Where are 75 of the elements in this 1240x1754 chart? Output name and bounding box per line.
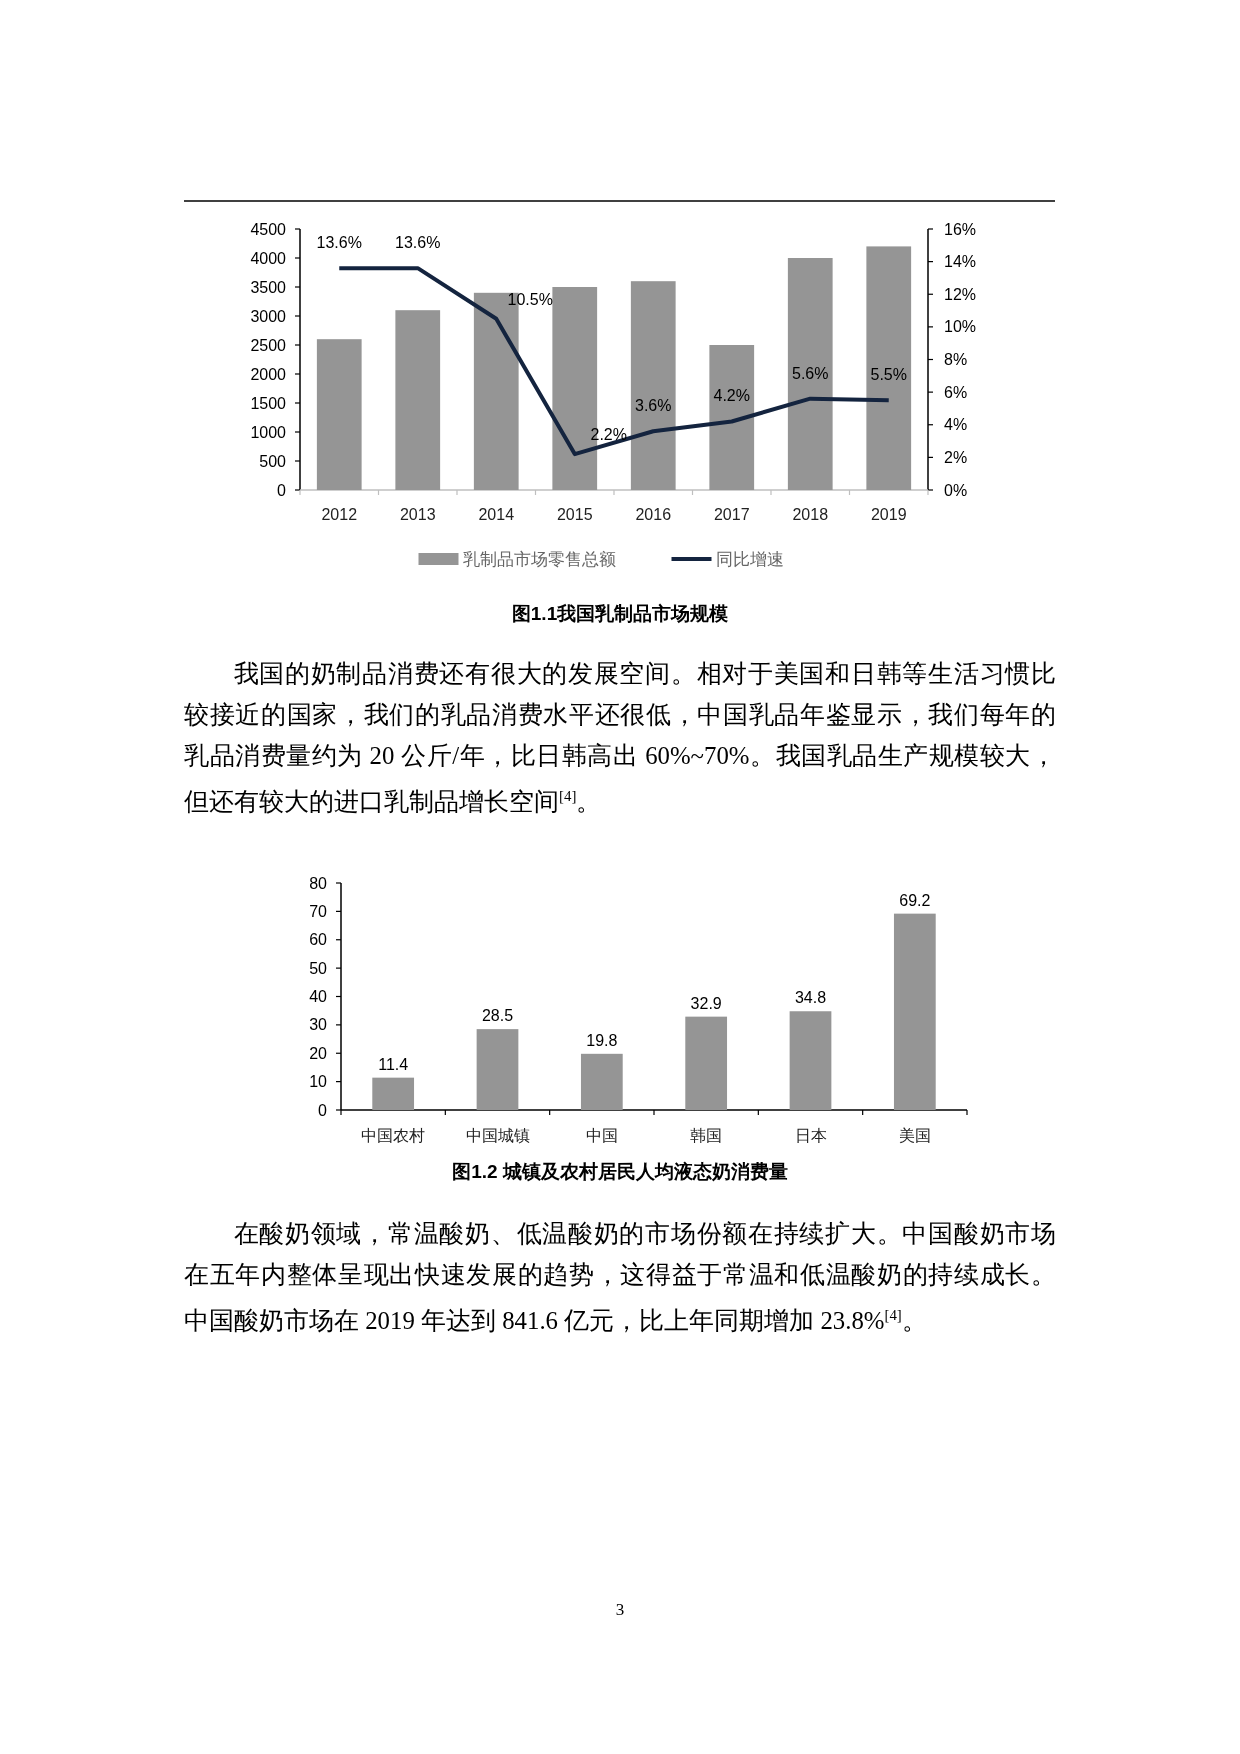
y-tick-label: 70 — [309, 902, 328, 920]
y2-tick-label: 10% — [944, 318, 977, 336]
x-tick-label: 韩国 — [690, 1127, 723, 1144]
data-label: 34.8 — [794, 989, 827, 1007]
y-tick-label: 20 — [309, 1044, 328, 1062]
x-tick-label: 日本 — [794, 1127, 827, 1144]
y-tick-label: 500 — [259, 452, 287, 470]
y2-tick-label: 14% — [944, 253, 977, 271]
bar — [476, 1029, 519, 1110]
data-label: 3.6% — [635, 397, 672, 415]
y-tick-label: 0 — [277, 481, 287, 499]
y-tick-label: 4000 — [250, 249, 287, 267]
y2-tick-label: 16% — [944, 220, 977, 238]
data-label: 13.6% — [395, 234, 441, 252]
bar — [630, 281, 676, 490]
x-tick-label: 中国城镇 — [465, 1127, 530, 1144]
data-label: 13.6% — [316, 234, 362, 252]
y2-tick-label: 4% — [944, 416, 968, 434]
data-label: 10.5% — [507, 290, 553, 308]
bar — [893, 913, 936, 1110]
data-label: 32.9 — [690, 994, 722, 1012]
data-label: 28.5 — [481, 1007, 514, 1025]
bar — [316, 339, 362, 490]
data-label: 5.5% — [870, 366, 907, 384]
data-label: 4.2% — [713, 387, 750, 405]
data-label: 69.2 — [899, 891, 931, 909]
y-tick-label: 4500 — [250, 220, 287, 238]
x-tick-label: 2014 — [478, 506, 515, 523]
y2-tick-label: 8% — [944, 351, 968, 368]
y2-tick-label: 12% — [944, 285, 977, 303]
y2-tick-label: 2% — [944, 448, 968, 466]
text: 3 — [614, 1600, 626, 1620]
bar — [789, 1011, 832, 1110]
y-tick-label: 60 — [309, 931, 328, 949]
text: 图1.2 城镇及农村居民人均液态奶消费量 — [452, 1161, 788, 1182]
y-tick-label: 0 — [318, 1101, 328, 1119]
y-tick-label: 40 — [309, 988, 328, 1005]
text: 我国的奶制品消费还有很大的发展空间。相对于美国和日韩等生活习惯比较接近的国家，我们的乳品消费水平还很低，中国乳品年鉴显示，我们每年的乳品消费量约为 20 公斤/年，比日韩高出 60%~70%。我国乳品生产规模较大，但还有较大的进口乳制品增长空间$^{[4]}$。 — [184, 659, 1056, 818]
x-tick-label: 2012 — [321, 506, 358, 523]
bar — [395, 310, 441, 490]
bar — [866, 246, 912, 490]
x-tick-label: 2015 — [556, 506, 593, 523]
data-label: 2.2% — [590, 426, 627, 444]
data-label: 11.4 — [378, 1055, 409, 1073]
bar — [372, 1077, 415, 1110]
y-tick-label: 80 — [309, 874, 328, 892]
y2-tick-label: 6% — [944, 383, 968, 401]
y-tick-label: 10 — [309, 1073, 328, 1091]
data-label: 5.6% — [792, 364, 829, 382]
y-tick-label: 3500 — [250, 278, 287, 296]
bar — [580, 1053, 623, 1110]
y-tick-label: 2000 — [250, 365, 287, 383]
y-tick-label: 2500 — [250, 336, 287, 354]
data-label: 19.8 — [586, 1031, 618, 1049]
legend-label: 同比增速 — [715, 550, 784, 569]
y-tick-label: 1500 — [250, 394, 287, 412]
x-tick-label: 美国 — [898, 1127, 931, 1144]
x-tick-label: 中国 — [585, 1127, 618, 1144]
x-tick-label: 中国农村 — [361, 1127, 426, 1144]
bar — [709, 345, 755, 490]
x-tick-label: 2013 — [399, 506, 436, 523]
y2-tick-label: 0% — [944, 481, 968, 499]
y-tick-label: 50 — [309, 959, 328, 977]
text: 在酸奶领域，常温酸奶、低温酸奶的市场份额在持续扩大。中国酸奶市场在五年内整体呈现出快速发展的趋势，这得益于常温和低温酸奶的持续成长。中国酸奶市场在 2019 年达到 841.6 亿元，比上年同期增加 23.8%$^{[4]}$。 — [184, 1219, 1056, 1337]
text: 图1.1我国乳制品市场规模 — [511, 603, 729, 624]
bar — [685, 1016, 728, 1110]
legend-label: 乳制品市场零售总额 — [462, 550, 616, 569]
y-tick-label: 3000 — [250, 307, 287, 325]
y-tick-label: 30 — [309, 1016, 328, 1034]
x-tick-label: 2016 — [635, 506, 672, 523]
x-tick-label: 2017 — [713, 506, 750, 523]
bar — [787, 258, 833, 490]
x-tick-label: 2018 — [792, 506, 829, 523]
x-tick-label: 2019 — [870, 506, 907, 523]
y-tick-label: 1000 — [250, 423, 287, 441]
